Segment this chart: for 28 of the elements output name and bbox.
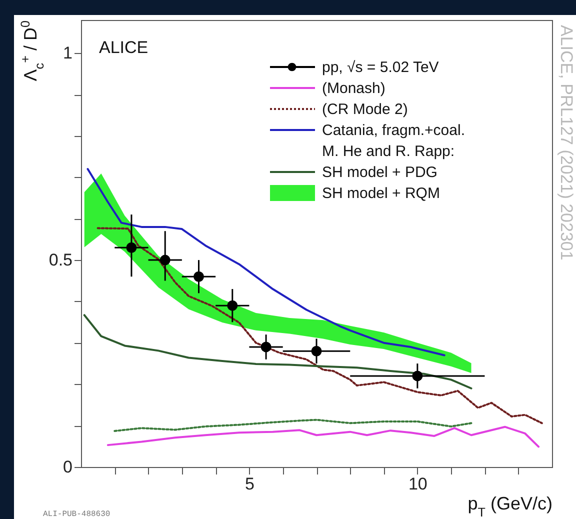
text: ALI-PUB-488630 <box>43 510 110 519</box>
legend-label: SH model + PDG <box>322 164 438 181</box>
point <box>160 254 170 266</box>
point <box>311 346 322 356</box>
legend-label: (CR Mode 2) <box>322 101 408 118</box>
legend-label: (Monash) <box>322 80 386 97</box>
text: ALICE, PRL127 (2021) 202301 <box>557 25 576 260</box>
x-tick-label: 10 <box>408 474 428 494</box>
line-series <box>96 227 543 424</box>
point <box>260 342 272 352</box>
legend-label: SH model + RQM <box>322 185 440 202</box>
point <box>412 370 423 382</box>
x-tick-label: 5 <box>244 474 254 494</box>
x-axis-title: p$_{T}$ (GeV/c) <box>468 494 552 519</box>
y-tick-label: 0 <box>63 458 72 476</box>
point <box>126 242 137 253</box>
legend-label: pp, √s = 5.02 TeV <box>322 59 439 76</box>
line-series <box>86 168 446 356</box>
point <box>194 271 204 282</box>
line-series <box>106 426 540 448</box>
annotation: M. He and R. Rapp: <box>322 143 455 160</box>
point <box>227 300 238 311</box>
y-tick-label: 1 <box>63 44 72 63</box>
legend-label: Catania, fragm.+coal. <box>322 122 465 139</box>
line-series <box>114 418 472 432</box>
y-tick-label: 0.5 <box>48 250 72 270</box>
line-series <box>83 314 472 390</box>
annotation: ALICE <box>99 38 148 57</box>
